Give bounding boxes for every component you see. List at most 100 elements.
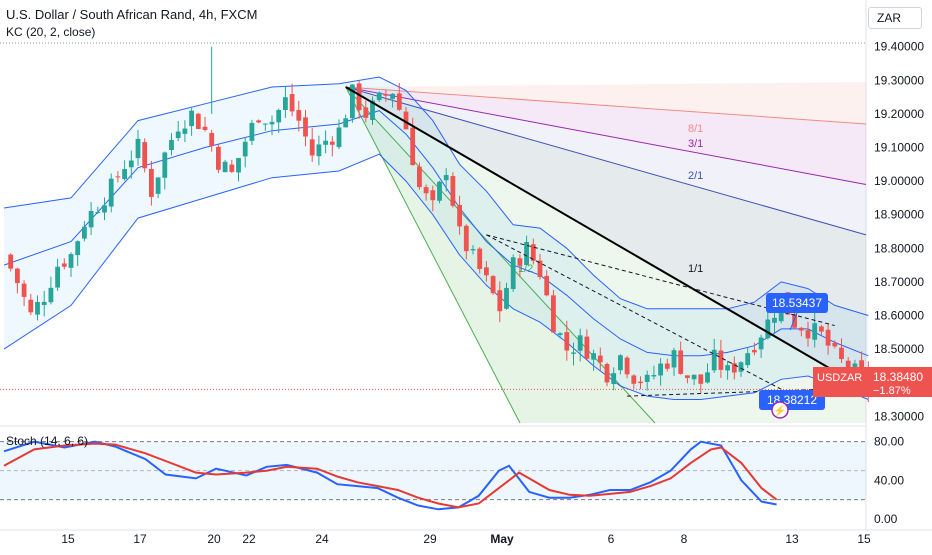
candle-body-26	[175, 131, 181, 139]
candle-body-120	[805, 330, 811, 339]
candle-body-49	[329, 141, 335, 145]
candle-body-106	[711, 349, 717, 371]
candle-body-35	[236, 158, 241, 173]
candle-body-50	[336, 127, 342, 148]
candle-body-7	[48, 287, 54, 303]
fan-label-1-2: 1/2	[518, 263, 533, 275]
candle-body-2	[15, 268, 20, 284]
lightning-icon	[771, 401, 789, 419]
fan-zone-top	[345, 81, 866, 124]
candle-body-41	[276, 109, 282, 123]
candle-body-66	[443, 175, 449, 181]
currency-selector[interactable]: ZAR	[868, 7, 922, 29]
candle-body-99	[664, 363, 670, 369]
candle-body-38	[256, 120, 261, 123]
fan-ray-1	[345, 86, 867, 185]
candle-body-73	[490, 276, 496, 294]
stoch-k-line	[3, 440, 777, 511]
candle-body-96	[644, 374, 650, 382]
candle-body-57	[383, 94, 389, 96]
x-tick-6: May	[490, 532, 514, 546]
candle-body-56	[376, 92, 382, 101]
callout-upper-text: 18.53437	[772, 296, 822, 310]
y-tick-7: 18.70000	[874, 275, 924, 289]
candle-body-92	[618, 355, 623, 371]
last-price-change: −1.87%	[873, 385, 911, 397]
x-tick-8: 8	[681, 532, 688, 546]
candle-body-31	[209, 132, 215, 146]
candle-body-87	[584, 336, 590, 359]
y-tick-4: 19.00000	[874, 174, 924, 188]
candle-body-67	[450, 176, 456, 206]
fan-ray-4	[345, 86, 656, 424]
candle-body-109	[731, 363, 737, 373]
candle-body-104	[698, 374, 704, 384]
candles	[8, 46, 871, 403]
candle-body-91	[611, 373, 617, 385]
candle-body-80	[537, 260, 543, 278]
candle-body-93	[624, 357, 630, 375]
stoch-y-tick-2: 0.00	[874, 512, 898, 526]
candle-body-22	[149, 168, 154, 197]
indicator-label: KC (20, 2, close)	[6, 25, 96, 39]
candle-body-98	[658, 363, 663, 376]
candle-body-45	[303, 117, 308, 137]
candle-body-121	[812, 323, 818, 340]
candle-body-111	[745, 353, 751, 366]
candle-body-112	[752, 349, 757, 353]
candle-body-15	[102, 205, 107, 213]
candle-body-13	[88, 210, 94, 228]
candle-body-5	[35, 301, 40, 315]
fan-label-3-1: 3/1	[688, 138, 703, 150]
candle-body-89	[597, 355, 603, 363]
candle-body-119	[798, 327, 804, 331]
candle-body-102	[685, 375, 690, 379]
fan-zone-4	[345, 87, 866, 423]
y-tick-9: 18.50000	[874, 342, 924, 356]
fan-label-2-1: 2/1	[688, 170, 703, 182]
candle-body-30	[202, 126, 208, 130]
fan-label-8-1: 8/1	[688, 123, 703, 135]
candle-body-39	[262, 123, 268, 125]
y-tick-5: 18.90000	[874, 208, 924, 222]
y-tick-3: 19.10000	[874, 141, 924, 155]
candle-body-34	[229, 164, 235, 172]
candle-body-62	[417, 166, 422, 188]
candle-body-28	[189, 110, 194, 127]
candle-body-25	[169, 139, 174, 150]
candle-body-21	[142, 142, 148, 169]
dashed-lower	[627, 387, 869, 397]
candle-body-54	[363, 107, 369, 118]
candle-body-68	[457, 204, 462, 227]
candle-body-4	[28, 299, 34, 313]
x-tick-5: 29	[423, 532, 437, 546]
candle-body-29	[195, 113, 201, 129]
candle-body-1	[8, 254, 14, 269]
candle-body-90	[604, 363, 610, 383]
fan-label-1-1: 1/1	[688, 263, 703, 275]
candle-body-12	[82, 226, 87, 239]
candle-body-55	[370, 100, 375, 120]
candle-body-70	[470, 249, 476, 251]
candle-body-71	[477, 248, 483, 269]
candle-body-118	[792, 314, 797, 328]
candle-body-69	[463, 225, 469, 252]
y-tick-1: 19.30000	[874, 73, 924, 87]
candle-body-9	[61, 263, 67, 267]
candle-body-86	[577, 335, 583, 351]
stoch-y-tick-0: 80.00	[874, 435, 904, 449]
main-trendline	[345, 86, 867, 391]
candle-body-83	[557, 333, 563, 335]
candle-body-14	[95, 211, 101, 213]
dashed-mid	[486, 234, 789, 394]
stoch-d-line	[3, 442, 778, 509]
x-tick-3: 22	[242, 532, 256, 546]
axes: 19.40000 19.30000 19.20000 19.10000 19.00000…	[61, 40, 932, 546]
candle-body-64	[430, 190, 436, 201]
candle-body-115	[772, 317, 777, 323]
candle-body-17	[115, 176, 121, 178]
candle-body-77	[517, 258, 523, 266]
candle-body-44	[296, 110, 302, 121]
